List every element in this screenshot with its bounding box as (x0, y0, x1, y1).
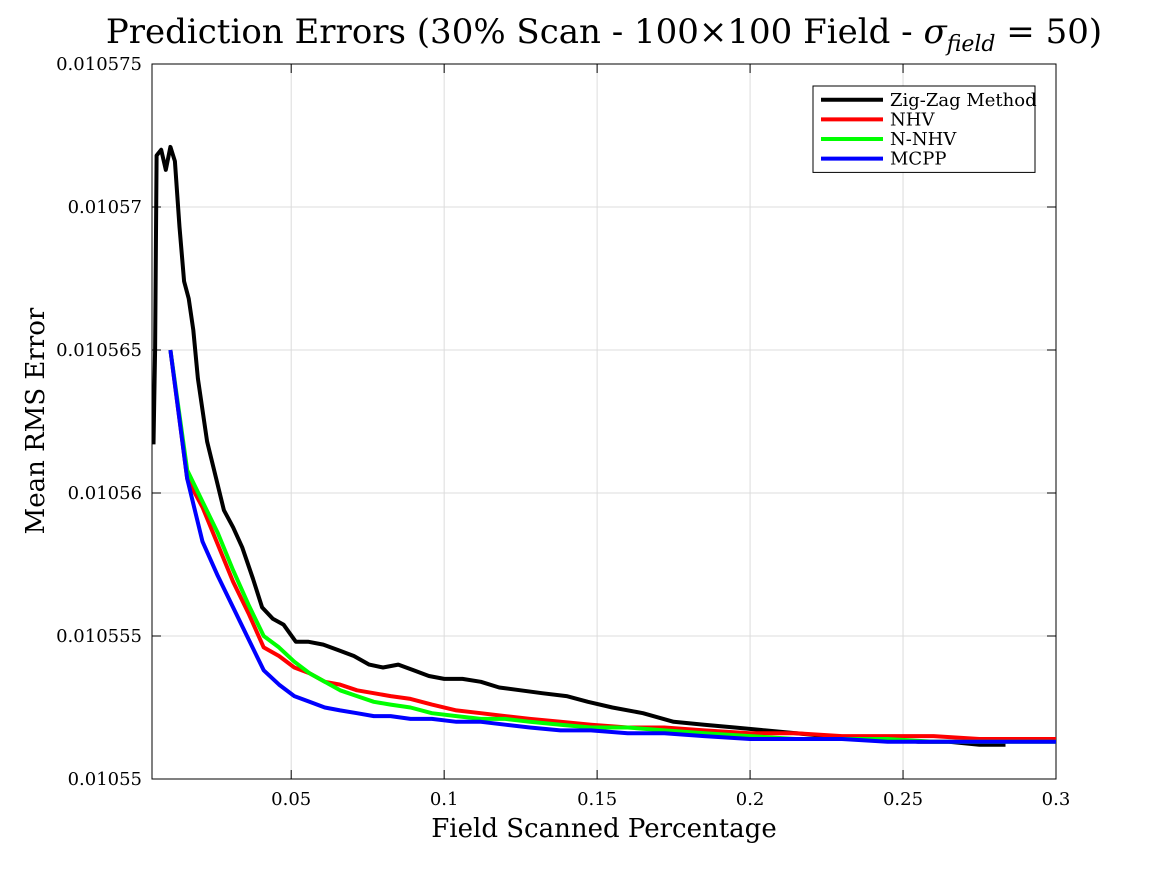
x-tick-label: 0.25 (883, 789, 923, 810)
x-tick-label: 0.2 (736, 789, 765, 810)
y-tick-label: 0.01055 (68, 769, 142, 790)
series-line-nhv (168, 349, 1056, 741)
chart-title-subscript: field (945, 32, 996, 57)
x-tick-label: 0.05 (271, 789, 311, 810)
chart-title: Prediction Errors (30% Scan - 100×100 Fi… (106, 12, 1102, 57)
chart-title-main: Prediction Errors (30% Scan - 100×100 Fi… (106, 12, 924, 52)
y-tick-label: 0.01057 (68, 197, 142, 218)
x-axis-label: Field Scanned Percentage (431, 814, 776, 844)
x-tick-label: 0.15 (577, 789, 617, 810)
x-tick-label: 0.1 (430, 789, 459, 810)
y-tick-label: 0.01056 (68, 483, 142, 504)
chart-title-tail: = 50) (996, 12, 1103, 52)
legend-label-nhv: NHV (890, 109, 935, 130)
y-tick-label: 0.010575 (56, 54, 142, 75)
y-tick-label: 0.010555 (56, 626, 142, 647)
legend-label-zig-zag-method: Zig-Zag Method (890, 90, 1037, 111)
y-ticks: 0.01055 0.010555 0.01056 0.010565 0.01057 0.0… (56, 54, 1056, 790)
series-lines (151, 144, 1056, 747)
chart-title-sigma: σ (923, 12, 947, 52)
series-line-zig-zag-method (151, 144, 1006, 747)
y-tick-label: 0.010565 (56, 340, 142, 361)
x-tick-label: 0.3 (1042, 789, 1071, 810)
legend-label-mcpp: MCPP (890, 149, 946, 170)
y-axis-label: Mean RMS Error (21, 307, 51, 534)
legend-label-n-nhv: N-NHV (890, 129, 957, 150)
series-line-mcpp (168, 349, 1056, 744)
series-line-n-nhv (168, 349, 1056, 744)
x-ticks: 0.05 0.1 0.15 0.2 0.25 0.3 (271, 64, 1070, 810)
